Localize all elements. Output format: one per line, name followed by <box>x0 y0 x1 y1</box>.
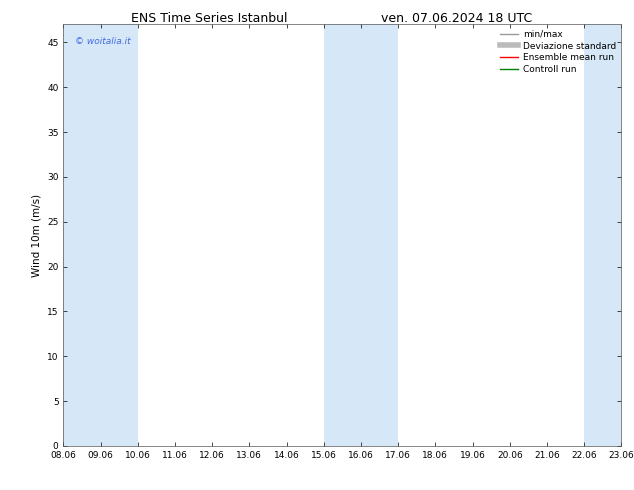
Text: ENS Time Series Istanbul: ENS Time Series Istanbul <box>131 12 287 25</box>
Bar <box>63 24 101 446</box>
Bar <box>361 24 398 446</box>
Text: ven. 07.06.2024 18 UTC: ven. 07.06.2024 18 UTC <box>381 12 532 25</box>
Bar <box>101 24 138 446</box>
Text: © woitalia.it: © woitalia.it <box>75 37 130 46</box>
Y-axis label: Wind 10m (m/s): Wind 10m (m/s) <box>32 194 41 277</box>
Bar <box>324 24 361 446</box>
Legend: min/max, Deviazione standard, Ensemble mean run, Controll run: min/max, Deviazione standard, Ensemble m… <box>496 26 619 77</box>
Bar <box>584 24 621 446</box>
